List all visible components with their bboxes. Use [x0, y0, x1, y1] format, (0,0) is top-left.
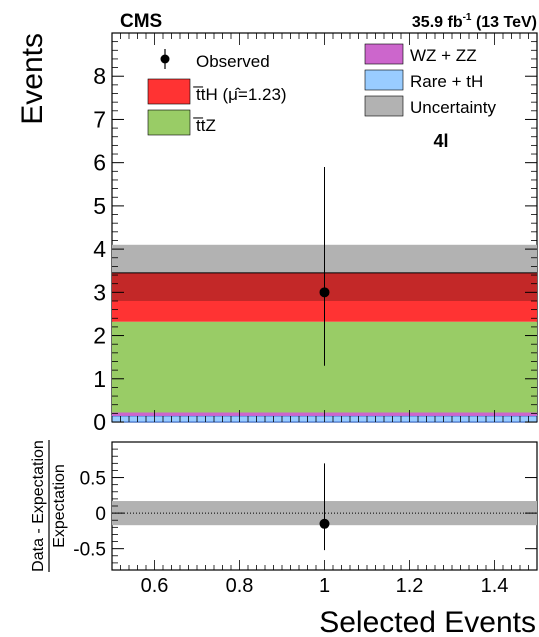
channel-label: 4l [433, 131, 448, 151]
legend-swatch-left-1 [147, 78, 191, 105]
ratio-y-axis: 0.5 0 -0.5 [73, 448, 537, 564]
ratio-y-tick-label-2: -0.5 [73, 540, 106, 561]
legend-label-right-1: Rare + tH [410, 72, 483, 91]
ratio-x-axis: 0.6 0.8 1 1.2 1.4 [111, 560, 538, 597]
legend-swatch-right-2 [364, 95, 404, 117]
ratio-point-0 [319, 518, 330, 529]
main-y-tick-label-4: 4 [93, 236, 106, 262]
x-tick-label-3: 1.2 [396, 575, 424, 597]
ratio-ylabel-denominator: Expectation [51, 464, 68, 548]
luminosity-label: 35.9 fb-1 (13 TeV) [412, 12, 537, 31]
main-y-tick-label-8: 8 [93, 63, 106, 89]
main-x-ticks [111, 33, 538, 422]
x-axis-title: Selected Events [319, 606, 536, 637]
ratio-y-tick-label-0: 0.5 [80, 469, 106, 490]
experiment-label: CMS [120, 11, 162, 32]
legend-label-right-0: WZ + ZZ [410, 46, 477, 65]
main-plot-layers [111, 166, 538, 423]
legend-swatch-right-1 [364, 69, 404, 91]
x-tick-label-1: 0.8 [226, 575, 254, 597]
main-y-tick-label-3: 3 [93, 279, 106, 305]
legend-observed-marker [160, 54, 170, 64]
main-y-tick-label-7: 7 [93, 106, 106, 132]
main-y-axis: 0 1 2 3 4 5 6 7 8 [93, 41, 537, 435]
legend-label-left-1: t̅tH (μ̂=1.23) [193, 85, 286, 104]
ratio-plot-layers [112, 463, 537, 551]
legend-swatch-left-2 [147, 109, 191, 136]
legend-label-left-0: Observed [196, 52, 270, 71]
main-y-tick-label-0: 0 [93, 409, 106, 435]
x-tick-label-2: 1 [319, 575, 330, 597]
ratio-panel: 0.5 0 -0.5 0.6 0.8 1 1.2 1.4 Data - Expectatio… [30, 440, 538, 637]
ratio-ylabel-numerator: Data - Expectation [30, 440, 47, 572]
legend-label-left-2: t̅tZ [193, 116, 216, 135]
legend-left: Observed t̅tH (μ̂=1.23) t̅tZ [147, 49, 287, 136]
main-y-axis-title: Events [16, 33, 49, 125]
main-y-tick-label-1: 1 [93, 366, 106, 392]
x-tick-label-0: 0.6 [141, 575, 169, 597]
x-tick-label-4: 1.4 [481, 575, 509, 597]
legend-swatch-right-0 [364, 43, 404, 65]
ratio-y-axis-title: Data - Expectation Expectation [30, 440, 68, 572]
main-y-tick-label-6: 6 [93, 150, 106, 176]
legend-right: WZ + ZZ Rare + tH Uncertainty [364, 43, 496, 117]
main-y-tick-label-5: 5 [93, 193, 106, 219]
ratio-y-tick-label-1: 0 [95, 504, 106, 525]
observed-point [319, 287, 330, 298]
legend-label-right-2: Uncertainty [410, 98, 496, 117]
main-y-tick-label-2: 2 [93, 323, 106, 349]
